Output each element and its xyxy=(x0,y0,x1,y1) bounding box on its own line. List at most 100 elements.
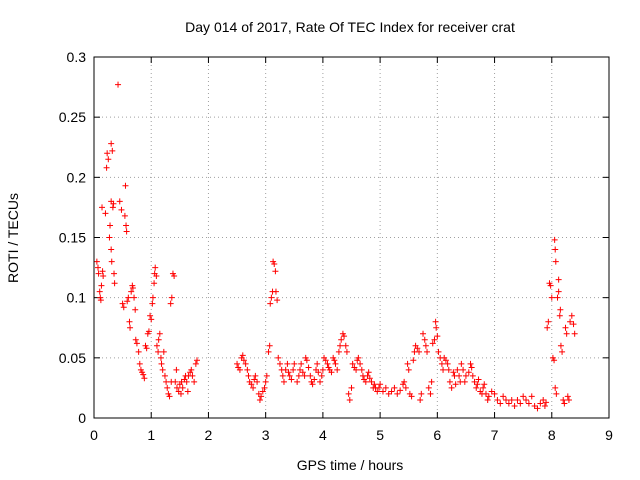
data-point xyxy=(317,378,324,385)
data-point xyxy=(160,348,167,355)
data-point xyxy=(123,228,130,235)
data-point xyxy=(194,357,200,364)
data-point xyxy=(346,396,353,403)
data-point xyxy=(173,366,180,373)
data-point xyxy=(284,360,291,367)
data-point xyxy=(349,360,356,367)
data-point xyxy=(397,387,404,394)
data-point xyxy=(377,381,384,388)
y-tick-labels: 0 0.05 0.1 0.15 0.2 0.25 0.3 xyxy=(59,49,86,426)
data-point xyxy=(108,246,115,253)
data-point xyxy=(374,388,381,395)
data-point xyxy=(122,182,129,189)
data-point xyxy=(167,300,174,307)
data-point xyxy=(131,294,138,301)
data-point xyxy=(108,140,115,147)
data-point xyxy=(343,348,350,355)
data-point xyxy=(192,360,199,367)
data-point xyxy=(115,81,122,88)
data-point xyxy=(357,360,364,367)
data-point xyxy=(382,384,389,391)
data-point xyxy=(324,360,331,367)
x-tick-label: 7 xyxy=(491,427,499,443)
data-point xyxy=(557,342,564,349)
data-point xyxy=(291,360,298,367)
data-point xyxy=(261,384,268,391)
data-point xyxy=(259,388,266,395)
data-point xyxy=(331,357,338,364)
data-point xyxy=(315,369,322,376)
data-point xyxy=(408,393,415,400)
data-point xyxy=(143,345,150,352)
data-point xyxy=(161,372,168,379)
data-point xyxy=(295,372,302,379)
data-point xyxy=(465,369,472,376)
data-point xyxy=(425,384,432,391)
data-point xyxy=(379,388,386,395)
data-point xyxy=(440,366,447,373)
y-tick-label: 0.15 xyxy=(59,230,86,246)
data-point xyxy=(132,336,139,343)
data-point xyxy=(468,364,475,371)
data-point xyxy=(418,390,425,397)
data-point xyxy=(517,400,524,407)
y-tick-label: 0.1 xyxy=(67,290,87,306)
data-point xyxy=(353,366,360,373)
data-point xyxy=(358,366,365,373)
data-point xyxy=(104,150,111,157)
data-point xyxy=(424,348,431,355)
data-point xyxy=(265,348,272,355)
data-point xyxy=(244,366,251,373)
data-point xyxy=(552,246,559,253)
data-point xyxy=(366,375,373,382)
data-point xyxy=(288,376,295,383)
data-point xyxy=(420,330,427,337)
data-point xyxy=(491,390,498,397)
data-point xyxy=(355,354,362,361)
data-point xyxy=(458,360,465,367)
data-point xyxy=(388,388,395,395)
data-point xyxy=(172,378,179,385)
data-point xyxy=(334,366,341,373)
data-point xyxy=(547,282,554,289)
data-point xyxy=(545,318,552,325)
data-point xyxy=(431,336,438,343)
data-point xyxy=(303,357,310,364)
data-point xyxy=(271,260,278,267)
data-point xyxy=(149,294,156,301)
data-point xyxy=(268,294,275,301)
data-point xyxy=(414,345,421,352)
data-point xyxy=(132,306,139,313)
x-tick-label: 9 xyxy=(605,427,613,443)
data-point xyxy=(401,378,408,385)
data-point xyxy=(286,372,293,379)
data-point xyxy=(410,357,417,364)
data-point xyxy=(556,312,563,319)
data-point xyxy=(95,270,102,277)
data-point xyxy=(272,268,279,275)
data-point xyxy=(301,372,308,379)
data-point xyxy=(93,258,100,265)
x-tick-label: 8 xyxy=(548,427,556,443)
data-point xyxy=(461,378,468,385)
data-point xyxy=(155,348,162,355)
data-point xyxy=(125,294,132,301)
data-point xyxy=(242,360,249,367)
data-point xyxy=(543,399,550,406)
data-point xyxy=(429,340,436,347)
data-point xyxy=(275,354,282,361)
data-point xyxy=(428,378,435,385)
data-point xyxy=(140,371,147,378)
data-point xyxy=(341,333,348,340)
data-point xyxy=(127,324,134,331)
data-point xyxy=(417,396,424,403)
data-point xyxy=(111,280,118,287)
data-point xyxy=(152,264,159,271)
data-point xyxy=(102,210,109,217)
data-point xyxy=(109,147,116,154)
data-point xyxy=(568,312,575,319)
data-point xyxy=(116,198,123,205)
data-point xyxy=(267,300,274,307)
x-tick-label: 4 xyxy=(319,427,327,443)
